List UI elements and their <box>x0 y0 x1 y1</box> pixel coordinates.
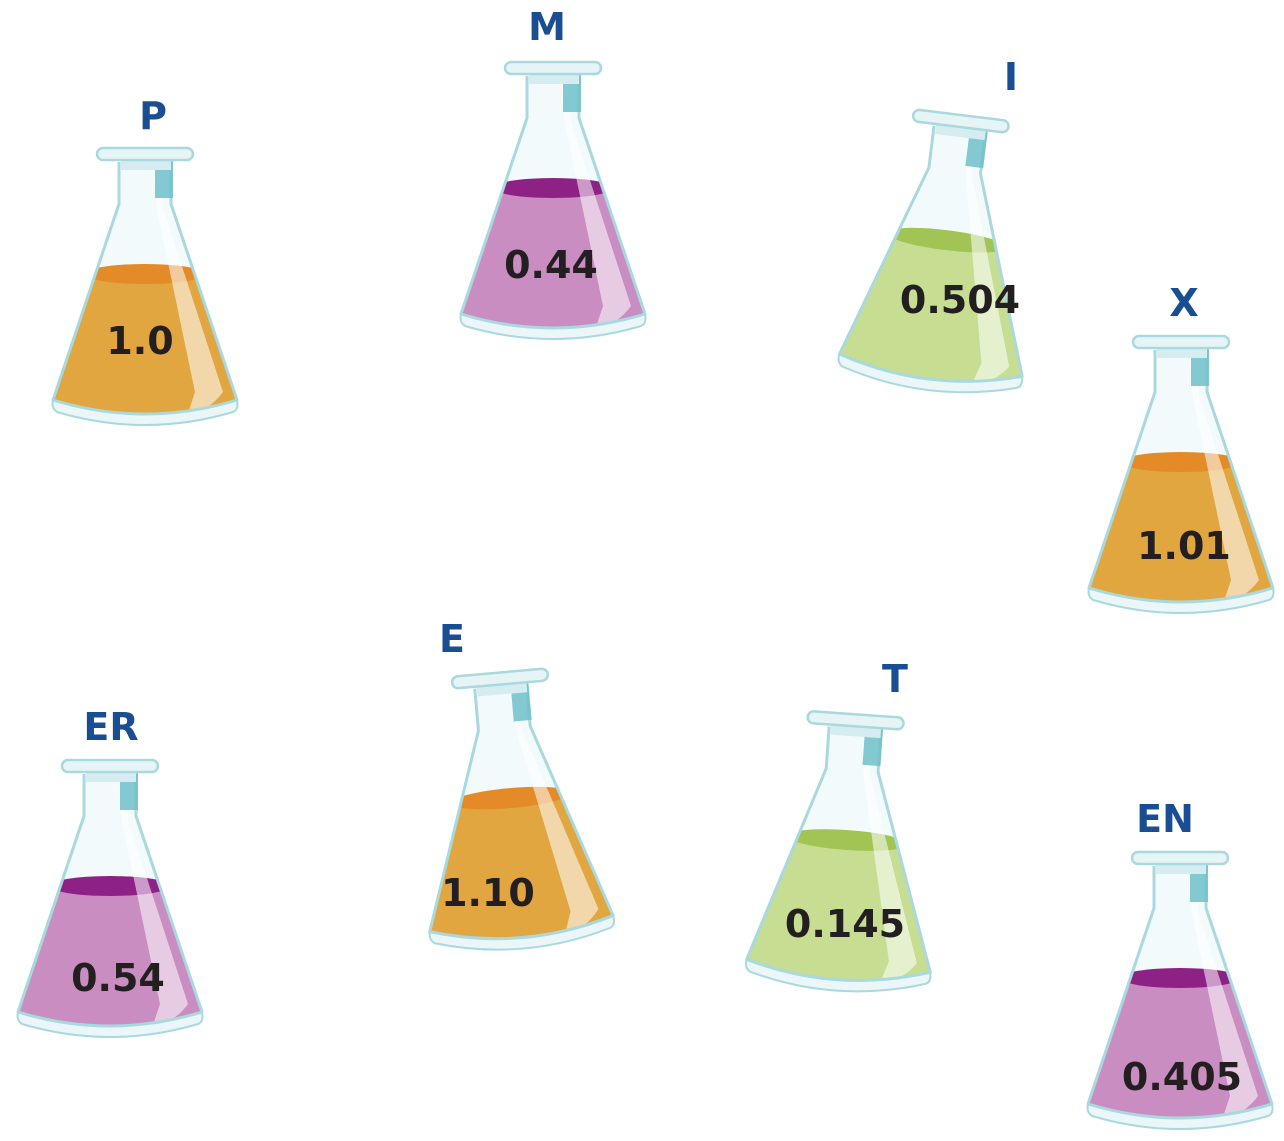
flask-rim <box>806 710 905 731</box>
flask-e-graphic: E 1.10 <box>410 617 615 951</box>
flask-neck <box>121 160 171 170</box>
flask-outline <box>459 76 647 330</box>
flask-highlight <box>862 732 917 985</box>
flask-value: 1.01 <box>1137 524 1231 568</box>
flask-highlight <box>118 778 188 1028</box>
flask-p: P 1.0 <box>45 92 245 426</box>
flask-neck <box>1157 348 1207 358</box>
flask-value: 0.44 <box>504 243 598 287</box>
flask-er-graphic: ER 0.54 <box>16 705 204 1038</box>
flask-highlight <box>508 688 599 936</box>
flask-x-graphic: X 1.01 <box>1087 281 1275 614</box>
flask-value: 0.145 <box>785 902 905 946</box>
flask-outline <box>745 726 932 982</box>
flask-rim <box>95 146 195 162</box>
flask-highlight <box>1188 870 1258 1120</box>
flask-e: E 1.10 <box>410 616 615 951</box>
flask-outline <box>1086 866 1274 1120</box>
flask-m: M 0.44 <box>453 5 653 340</box>
flask-outline <box>51 162 239 416</box>
flask-i-graphic: I 0.504 <box>837 55 1046 394</box>
flask-outline <box>428 684 615 941</box>
flask-label: T <box>882 657 908 701</box>
flask-outline <box>838 125 1024 383</box>
flask-en: EN 0.405 <box>1080 796 1280 1130</box>
flask-rim <box>911 108 1010 134</box>
flask-neck <box>529 74 579 84</box>
flask-rim <box>1131 334 1231 350</box>
flask-value: 1.0 <box>106 319 173 363</box>
flask-value: 0.504 <box>900 278 1020 322</box>
flask-label: I <box>1004 55 1018 99</box>
flask-label: EN <box>1136 797 1194 841</box>
flask-label: M <box>528 5 566 49</box>
flask-en-graphic: EN 0.405 <box>1086 797 1274 1130</box>
flask-label: P <box>139 94 167 138</box>
flask-value: 0.54 <box>71 956 165 1000</box>
flask-neck <box>935 124 986 141</box>
flask-highlight <box>153 166 223 416</box>
flask-outline <box>1087 350 1275 604</box>
flask-rim <box>60 758 160 774</box>
flask-m-graphic: M 0.44 <box>459 5 647 340</box>
flask-rim <box>450 667 550 690</box>
flask-p-graphic: P 1.0 <box>51 94 239 426</box>
flask-label: E <box>439 617 465 661</box>
flask-er: ER 0.54 <box>10 704 210 1038</box>
flask-highlight <box>561 80 631 330</box>
flask-neck <box>86 772 136 782</box>
flask-highlight <box>1189 354 1259 604</box>
flask-rim <box>1130 850 1230 866</box>
flask-rim <box>503 60 603 76</box>
flask-value: 0.405 <box>1122 1055 1242 1099</box>
flask-x: X 1.01 <box>1081 280 1281 614</box>
flask-t-graphic: T 0.145 <box>744 657 947 993</box>
flask-neck <box>1156 864 1206 874</box>
flask-label: X <box>1169 281 1198 325</box>
flask-highlight <box>965 133 1010 387</box>
flask-label: ER <box>83 705 138 749</box>
flask-i: I 0.504 <box>837 55 1046 394</box>
flask-t: T 0.145 <box>744 657 947 993</box>
flask-value: 1.10 <box>441 871 535 915</box>
flask-outline <box>16 774 204 1028</box>
